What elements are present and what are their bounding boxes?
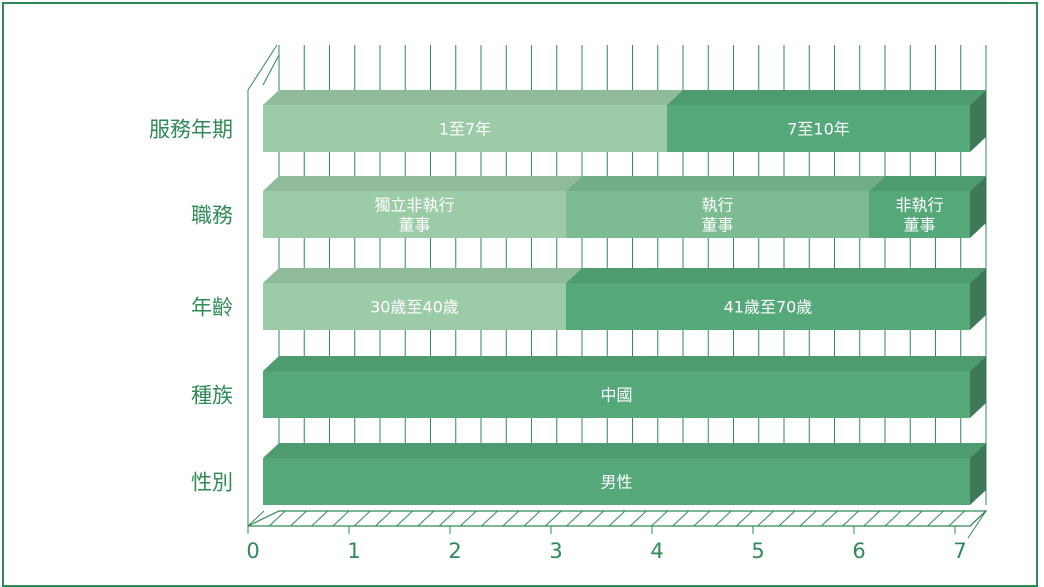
floor-hatch <box>566 510 583 527</box>
bar-side-face <box>970 356 986 418</box>
floor-hatch <box>268 510 286 527</box>
floor-hatch <box>481 510 498 527</box>
floor-hatch <box>417 510 435 527</box>
back-wall-corner-edge <box>262 54 280 86</box>
floor-hatch <box>311 510 329 527</box>
bar-segment <box>263 283 566 330</box>
bar-segment-label: 中國 <box>600 386 632 405</box>
category-label: 種族 <box>191 384 233 408</box>
left-wall-top-edge <box>247 44 278 91</box>
floor-hatch <box>523 510 541 527</box>
bar-segment-top <box>263 176 582 191</box>
floor-hatch <box>757 510 774 527</box>
bar-segment-top <box>263 90 683 105</box>
bar-segment-top <box>263 443 986 458</box>
bar-side-face <box>970 443 986 505</box>
floor-hatch <box>714 510 732 527</box>
floor-hatch <box>778 510 796 527</box>
bar-segment <box>667 105 970 152</box>
floor-hatch <box>587 510 605 527</box>
floor-hatch <box>438 510 456 527</box>
bar-segment <box>263 371 970 418</box>
floor-hatch <box>375 510 392 527</box>
x-tick-label: 6 <box>852 539 865 563</box>
x-tick-label: 2 <box>448 539 461 563</box>
floor-hatch <box>948 510 966 527</box>
category-label: 職務 <box>191 204 233 228</box>
bar-segment-top <box>667 90 986 105</box>
bar-segment <box>869 191 970 238</box>
bar-segment <box>263 105 667 152</box>
bar-segment-top <box>263 268 582 283</box>
category-label: 性別 <box>191 471 233 495</box>
floor-hatch <box>396 510 413 527</box>
floor-hatch <box>608 510 626 527</box>
bar-segment-label: 男性 <box>600 473 632 492</box>
floor-hatch <box>502 510 520 527</box>
bar-side-face <box>970 268 986 330</box>
bar-segment-label: 41歲至70歲 <box>724 298 813 317</box>
bar-segment-top <box>566 176 885 191</box>
bar-segment-label: 非執行董事 <box>895 196 943 235</box>
bar-segment <box>566 283 970 330</box>
category-label: 年齡 <box>191 296 233 320</box>
floor-hatch <box>927 510 944 527</box>
floor-hatch <box>863 510 881 527</box>
floor-right-edge <box>967 510 987 539</box>
floor-hatch <box>353 510 371 527</box>
floor-hatch <box>247 510 265 527</box>
x-tick-label: 4 <box>650 539 663 563</box>
bar-segment <box>263 458 970 505</box>
x-tick-label: 1 <box>347 539 360 563</box>
bar-segment-top <box>869 176 986 191</box>
bar-segment <box>566 191 869 238</box>
floor-hatch <box>651 510 668 527</box>
bar-segment-label: 30歲至40歲 <box>370 298 459 317</box>
bar-side-face <box>970 90 986 152</box>
x-tick-label: 0 <box>246 539 259 563</box>
floor-hatch <box>905 510 923 527</box>
bar-segment-label: 獨立非執行董事 <box>374 196 454 235</box>
floor-hatch <box>672 510 690 527</box>
floor-hatch <box>842 510 859 527</box>
floor-hatch <box>332 510 350 527</box>
category-label: 服務年期 <box>149 118 233 142</box>
floor-hatch <box>799 510 817 527</box>
bar-segment-top <box>263 356 986 371</box>
x-tick-label: 5 <box>751 539 764 563</box>
floor-hatch <box>629 510 647 527</box>
bar-side-face <box>970 176 986 238</box>
bar-segment <box>263 191 566 238</box>
floor-hatch <box>544 510 562 527</box>
bar-segment-label: 執行董事 <box>701 196 733 235</box>
floor-hatch <box>460 510 477 527</box>
floor-hatch <box>884 510 902 527</box>
bar-segment-label: 1至7年 <box>439 120 491 139</box>
floor-hatch <box>821 510 838 527</box>
floor-hatch <box>290 510 307 527</box>
floor-hatch <box>693 510 711 527</box>
bar-segment-top <box>566 268 986 283</box>
x-tick-label: 7 <box>953 539 966 563</box>
x-tick-label: 3 <box>549 539 562 563</box>
floor-hatch <box>736 510 753 527</box>
floor-hatch <box>969 510 987 527</box>
bar-segment-label: 7至10年 <box>787 120 850 139</box>
